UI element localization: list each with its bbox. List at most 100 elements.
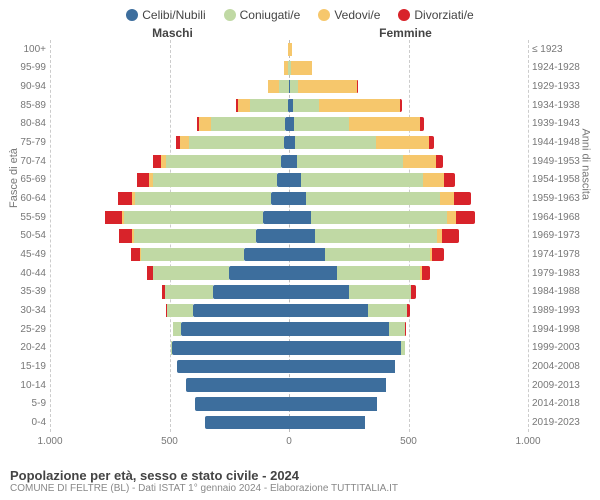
segment	[295, 136, 376, 149]
segment	[213, 285, 289, 298]
segment	[119, 229, 132, 242]
male-bar	[50, 77, 289, 96]
segment	[289, 43, 292, 56]
x-tick-label: 1.000	[515, 436, 540, 447]
segment	[289, 378, 386, 391]
header-male: Maschi	[56, 26, 289, 40]
birth-label: 1984-1988	[528, 286, 590, 297]
male-bar	[50, 301, 289, 320]
plot	[50, 208, 528, 227]
rows: 100+≤ 192395-991924-192890-941929-193385…	[10, 40, 590, 432]
male-bar	[50, 357, 289, 376]
ylabel-right: Anni di nascita	[580, 128, 592, 200]
segment	[444, 173, 455, 186]
age-row: 95-99 1924-1928	[10, 59, 590, 78]
female-bar	[289, 59, 528, 78]
male-bar	[50, 133, 289, 152]
birth-label: 1979-1983	[528, 268, 590, 279]
male-bar	[50, 152, 289, 171]
segment	[131, 248, 141, 261]
age-row: 35-391984-1988	[10, 283, 590, 302]
male-bar	[50, 283, 289, 302]
segment	[186, 378, 289, 391]
plot	[50, 283, 528, 302]
segment	[134, 229, 256, 242]
segment	[229, 266, 289, 279]
female-bar	[289, 227, 528, 246]
plot	[50, 152, 528, 171]
age-row: 60-641959-1963	[10, 189, 590, 208]
plot	[50, 133, 528, 152]
age-row: 50-541969-1973	[10, 227, 590, 246]
header-female: Femmine	[289, 26, 522, 40]
birth-label: 2014-2018	[528, 398, 590, 409]
segment	[177, 360, 289, 373]
age-row: 45-491974-1978	[10, 245, 590, 264]
segment	[442, 229, 459, 242]
age-label: 15-19	[10, 361, 50, 372]
age-row: 55-591964-1968	[10, 208, 590, 227]
female-bar	[289, 320, 528, 339]
age-label: 80-84	[10, 118, 50, 129]
segment	[256, 229, 289, 242]
segment	[436, 155, 443, 168]
birth-label: 2019-2023	[528, 417, 590, 428]
legend-label: Celibi/Nubili	[142, 8, 205, 22]
segment	[294, 117, 349, 130]
segment	[337, 266, 421, 279]
male-bar	[50, 171, 289, 190]
male-bar	[50, 394, 289, 413]
segment	[137, 173, 149, 186]
x-tick-label: 500	[400, 436, 417, 447]
segment	[268, 80, 279, 93]
plot	[50, 40, 528, 59]
segment	[181, 322, 289, 335]
age-label: 0-4	[10, 417, 50, 428]
segment	[271, 192, 289, 205]
male-bar	[50, 96, 289, 115]
age-label: 95-99	[10, 62, 50, 73]
birth-label: ≤ 1923	[528, 44, 590, 55]
plot	[50, 394, 528, 413]
segment	[422, 266, 430, 279]
birth-label: 1924-1928	[528, 62, 590, 73]
segment	[189, 136, 285, 149]
female-bar	[289, 208, 528, 227]
birth-label: 1964-1968	[528, 212, 590, 223]
segment	[153, 266, 229, 279]
birth-label: 2009-2013	[528, 380, 590, 391]
segment	[306, 192, 440, 205]
segment	[429, 136, 434, 149]
segment	[440, 192, 454, 205]
segment	[411, 285, 416, 298]
male-bar	[50, 376, 289, 395]
segment	[432, 248, 444, 261]
segment	[289, 304, 368, 317]
male-bar	[50, 115, 289, 134]
plot	[50, 171, 528, 190]
segment	[289, 155, 297, 168]
male-bar	[50, 339, 289, 358]
segment	[195, 397, 289, 410]
pyramid-chart: Celibi/NubiliConiugati/eVedovi/eDivorzia…	[0, 0, 600, 500]
segment	[456, 211, 475, 224]
segment	[250, 99, 288, 112]
male-bar	[50, 227, 289, 246]
segment	[291, 61, 311, 74]
female-bar	[289, 96, 528, 115]
segment	[289, 192, 306, 205]
segment	[289, 360, 395, 373]
legend-item: Coniugati/e	[224, 8, 301, 22]
female-bar	[289, 264, 528, 283]
female-bar	[289, 301, 528, 320]
chart-title: Popolazione per età, sesso e stato civil…	[10, 468, 398, 483]
age-row: 0-4 2019-2023	[10, 413, 590, 432]
segment	[289, 341, 401, 354]
female-bar	[289, 283, 528, 302]
plot	[50, 357, 528, 376]
x-tick-label: 500	[161, 436, 178, 447]
female-bar	[289, 115, 528, 134]
segment	[141, 248, 244, 261]
male-bar	[50, 59, 289, 78]
age-row: 65-691954-1958	[10, 171, 590, 190]
